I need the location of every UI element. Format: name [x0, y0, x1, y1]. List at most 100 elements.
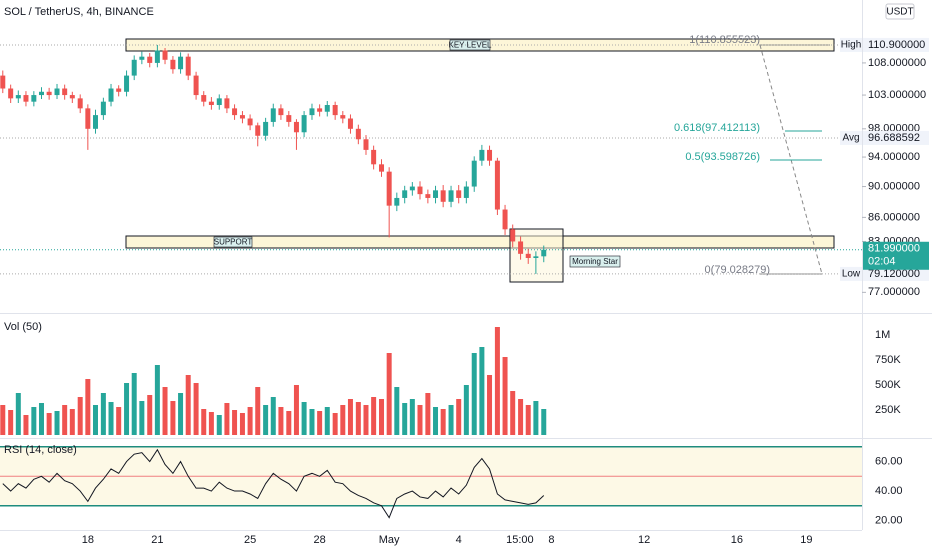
last-price-badge — [863, 241, 929, 270]
support-zone — [125, 235, 835, 249]
y-tick-label: 90.000000 — [868, 180, 920, 192]
candle-body — [440, 190, 446, 202]
volume-bar — [154, 365, 160, 435]
x-tick-label: 8 — [548, 534, 554, 546]
candle-body — [355, 128, 361, 140]
fib-label: 1(110.855523) — [689, 34, 760, 46]
volume-bar — [116, 407, 122, 435]
rsi-tick-label: 20.00 — [875, 514, 903, 526]
candle-body — [518, 241, 524, 254]
candle-body — [324, 105, 330, 112]
volume-bar — [379, 399, 385, 435]
y-tick-label: 108.000000 — [868, 57, 926, 69]
price-label-name: Avg — [842, 133, 859, 144]
volume-bar — [69, 409, 75, 435]
candle-body — [154, 50, 160, 63]
volume-bar — [340, 405, 346, 435]
volume-bar — [131, 373, 137, 435]
candle-body — [247, 118, 253, 126]
support-label: SUPPORT — [214, 238, 253, 247]
candle-body — [85, 108, 91, 129]
x-tick-label: 4 — [456, 534, 462, 546]
volume-bar — [38, 403, 44, 435]
candle-body — [402, 190, 408, 198]
volume-bar — [224, 403, 230, 435]
candle-body — [494, 160, 500, 210]
volume-bar — [324, 407, 330, 435]
badge — [840, 37, 862, 52]
volume-bar — [347, 399, 353, 435]
volume-bar — [100, 393, 106, 435]
label-box — [569, 255, 621, 268]
volume-bar — [394, 387, 400, 435]
volume-bar — [494, 327, 500, 435]
candle-body — [255, 125, 261, 136]
candle-body — [502, 209, 508, 230]
price-label-name: High — [841, 40, 862, 51]
x-tick-label: May — [379, 534, 400, 546]
badge — [840, 266, 862, 281]
volume-bar — [471, 353, 477, 435]
pattern-box — [509, 228, 564, 283]
candle-body — [0, 75, 6, 89]
candle-body — [479, 149, 485, 161]
volume-bar — [185, 375, 191, 435]
rsi-tick-label: 60.00 — [875, 455, 903, 467]
x-tick-label: 18 — [82, 534, 94, 546]
candle-body — [162, 50, 168, 60]
volume-bar — [448, 405, 454, 435]
volume-bar — [487, 375, 493, 435]
rsi-tick-label: 40.00 — [875, 485, 903, 497]
candle-body — [216, 98, 222, 106]
volume-bar — [533, 401, 539, 435]
rsi-title: RSI (14, close) — [4, 444, 77, 456]
volume-bar — [201, 409, 207, 435]
candle-body — [525, 253, 531, 259]
volume-bar — [124, 383, 130, 435]
candle-body — [208, 101, 214, 106]
candle-body — [124, 75, 130, 92]
candle-body — [394, 197, 400, 206]
candle-body — [293, 121, 299, 133]
volume-bar — [247, 407, 253, 435]
volume-bar — [62, 405, 68, 435]
countdown: 02:04 — [868, 256, 896, 268]
y-tick-label: 77.000000 — [868, 286, 920, 298]
badge — [863, 266, 929, 281]
volume-bar — [355, 402, 361, 435]
candle-body — [54, 88, 60, 96]
volume-bar — [31, 407, 37, 435]
pattern-label: Morning Star — [572, 257, 618, 266]
candle-body — [278, 108, 284, 116]
candle-body — [301, 115, 307, 133]
y-tick-label: 86.000000 — [868, 211, 920, 223]
volume-bar — [317, 411, 323, 435]
candle-body — [62, 88, 68, 96]
currency: USDT — [886, 7, 913, 18]
volume-bar — [0, 405, 6, 435]
currency-box — [885, 3, 915, 20]
volume-bar — [108, 402, 114, 435]
x-tick-label: 28 — [314, 534, 326, 546]
candle-body — [425, 194, 431, 198]
last-price-value: 81.990000 — [868, 243, 920, 255]
candle-body — [8, 88, 14, 99]
candle-body — [386, 171, 392, 206]
volume-bar — [162, 387, 168, 435]
volume-bar — [77, 397, 83, 435]
candle-body — [309, 108, 315, 116]
volume-bar — [502, 357, 508, 435]
volume-bar — [278, 407, 284, 435]
price-label-name: Low — [842, 269, 861, 280]
candle-body — [263, 121, 269, 136]
volume-bar — [479, 347, 485, 435]
candle-body — [417, 186, 423, 195]
price-label-value: 96.688592 — [868, 132, 920, 144]
chart-title: SOL / TetherUS, 4h, BINANCE — [4, 6, 154, 18]
volume-bar — [85, 379, 91, 435]
candle-body — [69, 95, 75, 99]
volume-bar — [216, 415, 222, 435]
volume-title: Vol (50) — [4, 321, 42, 333]
volume-bar — [46, 413, 52, 435]
candle-body — [92, 115, 98, 129]
